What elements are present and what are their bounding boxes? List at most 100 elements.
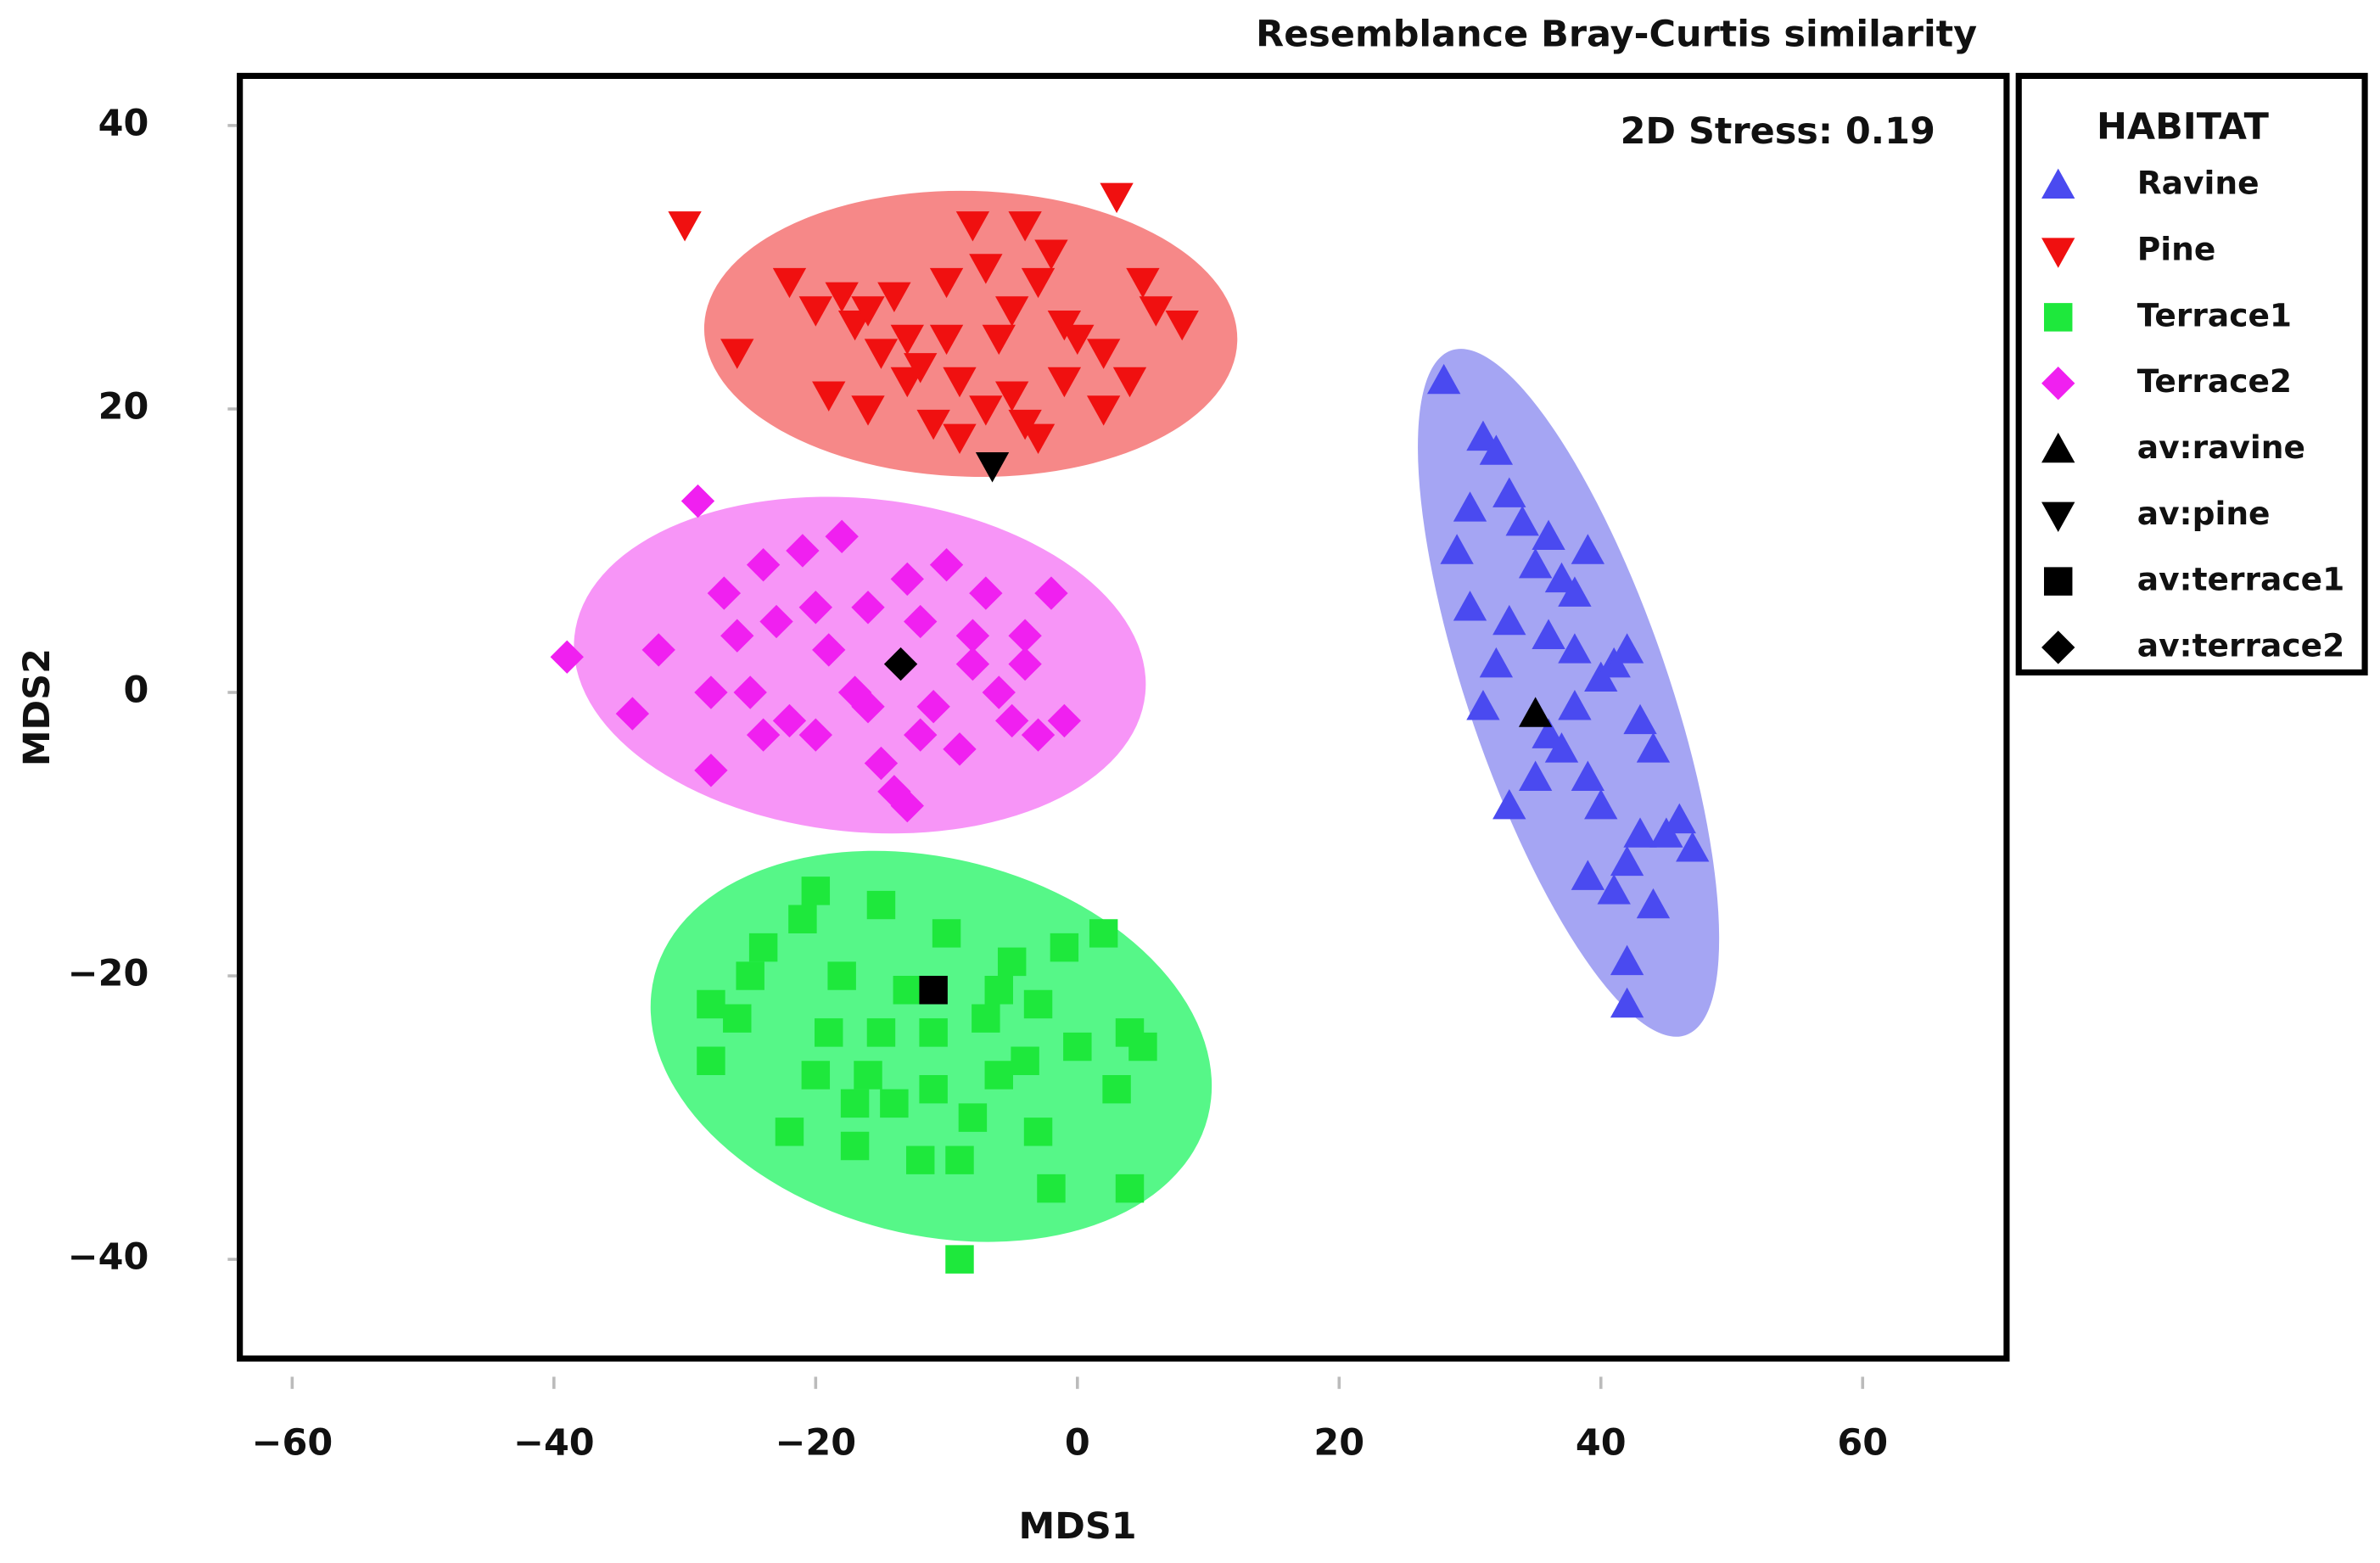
point: [969, 254, 1003, 284]
point: [1047, 367, 1082, 398]
point: [1115, 1174, 1145, 1203]
point: [1558, 633, 1592, 664]
stress-annotation: 2D Stress: 0.19: [1621, 110, 1935, 153]
point: [837, 310, 872, 341]
x-axis-label: MDS1: [1019, 1505, 1137, 1548]
point: [812, 633, 846, 667]
point: [969, 395, 1003, 426]
legend-label: av:ravine: [2137, 429, 2305, 466]
point: [641, 633, 675, 667]
point: [736, 961, 764, 990]
point: [1089, 919, 1118, 948]
point: [680, 484, 715, 518]
x-tick-label: −40: [513, 1422, 595, 1465]
point: [1037, 1174, 1066, 1203]
point: [694, 675, 728, 709]
legend-label: Terrace2: [2137, 362, 2292, 400]
point: [1558, 576, 1592, 607]
y-axis-label: MDS2: [16, 648, 59, 766]
point: [1505, 505, 1539, 536]
chart-title: Resemblance Bray-Curtis similarity: [1256, 13, 1977, 55]
point: [1584, 788, 1618, 820]
point: [720, 619, 754, 653]
y-tick-label: −40: [68, 1236, 149, 1279]
point: [759, 604, 793, 639]
point: [969, 576, 1003, 610]
point: [995, 703, 1029, 738]
y-tick-label: 40: [98, 102, 149, 144]
point: [550, 640, 584, 674]
point: [694, 753, 728, 787]
point: [798, 296, 833, 327]
point: [919, 1018, 948, 1047]
x-tick-label: −60: [252, 1422, 333, 1465]
point: [1128, 1032, 1157, 1062]
point: [984, 976, 1013, 1005]
legend-marker: [2041, 630, 2075, 664]
point: [975, 452, 1010, 483]
point: [840, 1131, 870, 1161]
point: [877, 282, 911, 313]
point: [733, 675, 767, 709]
point: [916, 409, 950, 440]
point: [825, 282, 859, 313]
point: [1492, 604, 1526, 636]
point: [1636, 888, 1671, 919]
point: [1518, 697, 1553, 727]
point: [1023, 1118, 1053, 1146]
point: [1571, 760, 1605, 791]
point: [890, 324, 924, 356]
legend-marker: [2041, 238, 2075, 268]
point: [1427, 363, 1461, 395]
point: [746, 718, 781, 752]
point: [1623, 703, 1657, 735]
point: [1492, 788, 1526, 820]
point: [945, 1245, 974, 1274]
point: [851, 296, 885, 327]
point: [945, 1146, 974, 1174]
point: [984, 1061, 1013, 1090]
point: [995, 296, 1029, 327]
x-tick-label: −20: [775, 1422, 856, 1465]
point: [982, 324, 1016, 356]
point: [929, 267, 964, 299]
point: [772, 267, 807, 299]
point: [825, 519, 859, 553]
point: [1676, 832, 1710, 862]
point: [1558, 690, 1592, 720]
point: [615, 697, 650, 731]
point: [1021, 267, 1056, 299]
point: [955, 647, 990, 681]
point: [1532, 718, 1565, 748]
point: [1086, 395, 1121, 426]
point: [864, 339, 899, 369]
point: [788, 905, 817, 933]
point: [1112, 367, 1147, 398]
point: [1518, 548, 1553, 579]
point: [1623, 817, 1657, 848]
point: [668, 211, 702, 242]
point: [854, 1061, 882, 1090]
point: [1086, 339, 1121, 369]
point: [1126, 267, 1160, 299]
point: [1008, 409, 1042, 440]
point: [1453, 491, 1487, 522]
point: [1636, 732, 1671, 763]
point: [1544, 562, 1579, 593]
point: [890, 788, 924, 823]
point: [943, 423, 977, 455]
legend-marker: [2041, 168, 2075, 199]
point: [851, 591, 885, 625]
legend-label: av:terrace1: [2137, 561, 2344, 598]
point: [1011, 1046, 1039, 1076]
point: [697, 1046, 725, 1076]
point: [905, 1146, 935, 1174]
point: [1610, 987, 1644, 1018]
legend-marker: [2041, 501, 2075, 532]
point: [919, 1074, 948, 1104]
point: [1453, 591, 1487, 621]
point: [929, 548, 964, 582]
point: [1597, 874, 1631, 905]
